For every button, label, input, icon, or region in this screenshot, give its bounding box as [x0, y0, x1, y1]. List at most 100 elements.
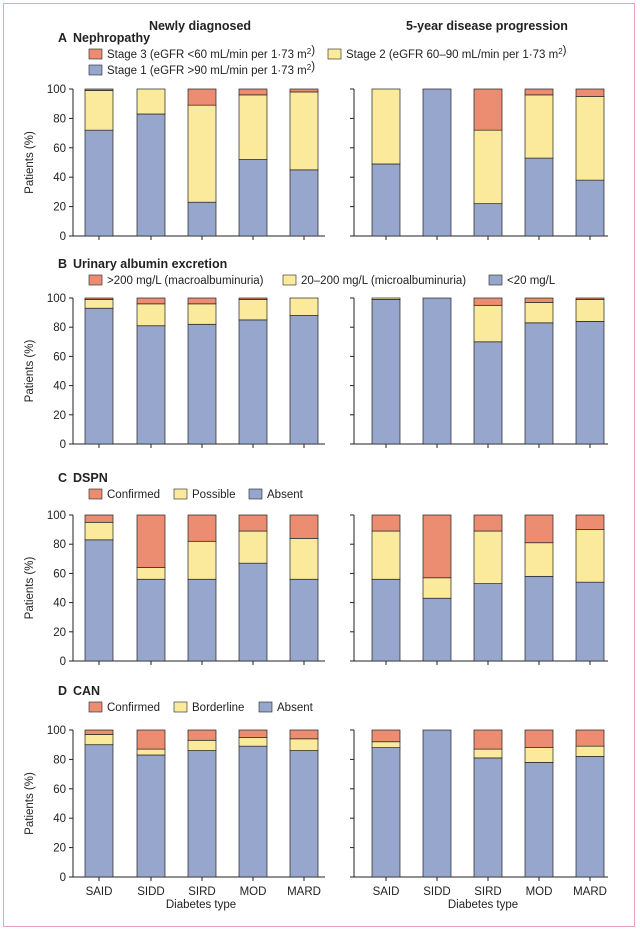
panel-d-newly-category-label-3: MOD — [240, 886, 267, 898]
panel-c-newly-bar-mard-s1 — [289, 538, 319, 580]
panel-b-legend-swatch-0 — [88, 274, 103, 286]
panel-d-title: CAN — [73, 684, 100, 698]
panel-b-legend-label-2: <20 mg/L — [507, 275, 556, 287]
panel-c-legend-label-1: Possible — [192, 489, 235, 501]
panel-b-progression-bar-mod-s1 — [524, 302, 554, 324]
panel-a-progression-bar-sidd-s0 — [422, 88, 452, 237]
panel-c-newly-bar-said-s1 — [84, 521, 114, 541]
panel-d-progression-category-label-1: SIDD — [423, 886, 450, 898]
panel-a-newly-ytick-label-5: 100 — [47, 84, 66, 96]
panel-c-newly-bar-mod-s1 — [238, 530, 268, 564]
panel-c-progression-bar-sird-s0 — [473, 583, 503, 662]
panel-d-progression-xlabel: Diabetes type — [448, 899, 518, 911]
panel-b-newly-bar-said-s0 — [84, 307, 114, 445]
panel-d-newly-bar-mard-s1 — [289, 738, 319, 751]
panel-d-progression-bar-mard-s1 — [575, 745, 605, 757]
panel-a-progression-bar-mard-s2 — [575, 88, 605, 97]
panel-a-newly-bar-said-s1 — [84, 90, 114, 131]
panel-c-progression-bar-said-s0 — [371, 578, 401, 662]
panel-a-title: Nephropathy — [73, 31, 150, 45]
panel-c-newly-bar-sidd-s1 — [136, 567, 166, 580]
panel-b-newly-ytick-label-5: 100 — [47, 293, 66, 305]
panel-d-progression-bar-mod-s2 — [524, 729, 554, 748]
panel-a-newly-bar-mod-s1 — [238, 94, 268, 160]
panel-c-ylabel: Patients (%) — [24, 557, 36, 620]
panel-a-newly-bar-mard-s1 — [289, 91, 319, 171]
panel-c-progression-bar-mod-s2 — [524, 514, 554, 544]
panel-d-progression-bar-mod-s1 — [524, 747, 554, 763]
panel-b-newly-bar-sird-s2 — [187, 297, 217, 305]
panel-b-progression-bar-said-s0 — [371, 299, 401, 445]
panel-d-progression-bar-mard-s0 — [575, 756, 605, 878]
panel-a-progression-bar-mard-s0 — [575, 179, 605, 237]
figure-frame — [3, 3, 635, 927]
panel-d-newly-bar-sidd-s1 — [136, 748, 166, 756]
panel-a-progression-bar-said-s0 — [371, 163, 401, 237]
panel-a-progression-bar-said-s1 — [371, 88, 401, 165]
panel-a-ylabel: Patients (%) — [24, 131, 36, 194]
panel-c-progression-bar-sidd-s0 — [422, 597, 452, 662]
panel-b-legend-label-0: >200 mg/L (macroalbuminuria) — [107, 275, 264, 287]
panel-c-legend-swatch-1 — [173, 488, 188, 500]
panel-b-letter: B — [58, 257, 67, 271]
panel-c-progression-bar-mod-s1 — [524, 542, 554, 577]
panel-c-progression-bar-said-s1 — [371, 530, 401, 580]
panel-c-newly-bar-said-s0 — [84, 539, 114, 662]
panel-a-progression-bar-mod-s2 — [524, 88, 554, 96]
panel-c-newly-bar-sird-s2 — [187, 514, 217, 542]
panel-c-letter: C — [58, 471, 67, 485]
panel-b-progression-bar-sird-s0 — [473, 341, 503, 445]
panel-a-progression-bar-mod-s1 — [524, 94, 554, 159]
panel-a-newly-bar-sidd-s0 — [136, 113, 166, 237]
panel-d-progression-category-label-2: SIRD — [474, 886, 501, 898]
panel-c-progression-bar-mod-s0 — [524, 575, 554, 662]
panel-b-ylabel: Patients (%) — [24, 340, 36, 403]
panel-d-legend-label-1: Borderline — [192, 702, 244, 714]
panel-d-legend-swatch-2 — [258, 701, 273, 713]
panel-a-newly-ytick-label-2: 40 — [53, 172, 66, 184]
panel-b-newly-bar-sidd-s2 — [136, 297, 166, 305]
panel-d-newly-category-label-0: SAID — [86, 886, 113, 898]
panel-c-newly-bar-mard-s2 — [289, 514, 319, 539]
panel-a-legend-label-2: Stage 1 (eGFR >90 mL/min per 1·73 m2) — [107, 61, 315, 77]
panel-d-newly-bar-sidd-s0 — [136, 754, 166, 878]
panel-a-newly-ytick-label-3: 60 — [53, 143, 66, 155]
panel-d-newly-xlabel: Diabetes type — [166, 899, 236, 911]
panel-d-progression-bar-said-s2 — [371, 729, 401, 743]
panel-c-newly-bar-sidd-s0 — [136, 578, 166, 662]
panel-c-progression-bar-mard-s0 — [575, 581, 605, 662]
panel-a-legend-swatch-0 — [88, 48, 103, 60]
panel-d-progression-bar-mard-s2 — [575, 729, 605, 747]
panel-a-progression-bar-sird-s0 — [473, 203, 503, 237]
panel-a-legend-swatch-2 — [88, 64, 103, 76]
panel-c-progression-bar-said-s2 — [371, 514, 401, 532]
panel-c-newly-bar-mard-s0 — [289, 578, 319, 662]
panel-c-newly-ytick-label-1: 20 — [53, 627, 66, 639]
panel-d-newly-bar-said-s1 — [84, 734, 114, 746]
panel-d-progression-bar-sird-s0 — [473, 757, 503, 878]
panel-c-legend-label-0: Confirmed — [107, 489, 160, 501]
panel-b-progression-bar-mard-s0 — [575, 321, 605, 445]
panel-c-newly-ytick-label-4: 80 — [53, 539, 66, 551]
panel-b-newly-bar-sidd-s1 — [136, 303, 166, 327]
panel-a-progression-bar-mard-s1 — [575, 95, 605, 181]
panel-b-legend-swatch-2 — [488, 274, 503, 286]
panel-a-progression-bar-sird-s1 — [473, 129, 503, 205]
panel-a-newly-ytick-label-4: 80 — [53, 113, 66, 125]
panel-c-newly-ytick-label-2: 40 — [53, 598, 66, 610]
panel-c-title: DSPN — [73, 471, 108, 485]
panel-d-legend-swatch-1 — [173, 701, 188, 713]
panel-a-newly-ytick-label-1: 20 — [53, 202, 66, 214]
panel-c-legend-swatch-0 — [88, 488, 103, 500]
panel-d-newly-bar-sidd-s2 — [136, 729, 166, 750]
panel-a-newly-bar-said-s0 — [84, 129, 114, 237]
panel-d-letter: D — [58, 684, 67, 698]
panel-d-progression-category-label-3: MOD — [526, 886, 553, 898]
panel-c-newly-ytick-label-5: 100 — [47, 510, 66, 522]
panel-b-newly-bar-mard-s1 — [289, 297, 319, 316]
panel-d-newly-ytick-label-4: 80 — [53, 754, 66, 766]
panel-a-legend-label-1: Stage 2 (eGFR 60–90 mL/min per 1·73 m2) — [346, 45, 567, 61]
panel-b-legend-label-1: 20–200 mg/L (microalbuminuria) — [301, 275, 466, 287]
panel-d-newly-category-label-2: SIRD — [188, 886, 215, 898]
